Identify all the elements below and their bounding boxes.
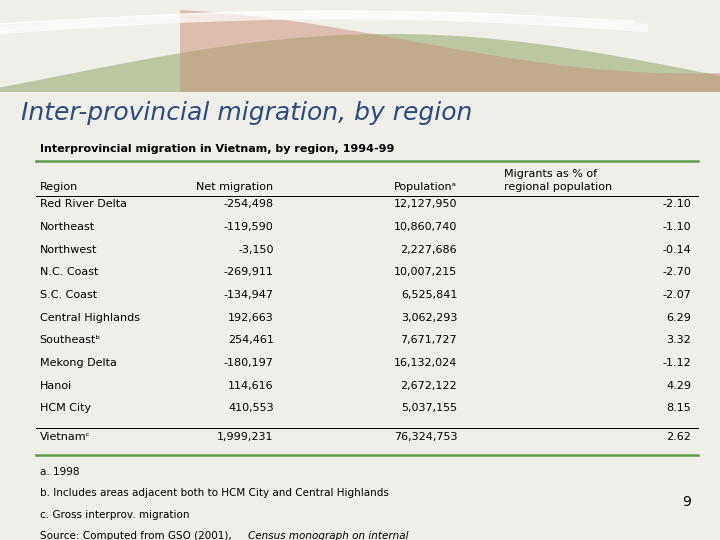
Polygon shape (0, 11, 648, 34)
Text: 7,671,727: 7,671,727 (400, 335, 457, 346)
Text: Migrants as % of: Migrants as % of (504, 169, 597, 179)
Text: -1.12: -1.12 (662, 358, 691, 368)
Text: -180,197: -180,197 (224, 358, 274, 368)
Text: Source: Computed from GSO (2001),: Source: Computed from GSO (2001), (40, 531, 235, 540)
Text: Vietnamᶜ: Vietnamᶜ (40, 432, 90, 442)
Text: Red River Delta: Red River Delta (40, 199, 127, 210)
Text: 5,037,155: 5,037,155 (401, 403, 457, 414)
Text: 2,672,122: 2,672,122 (400, 381, 457, 391)
Text: 3,062,293: 3,062,293 (401, 313, 457, 323)
Text: 6,525,841: 6,525,841 (401, 290, 457, 300)
Text: Central Highlands: Central Highlands (40, 313, 140, 323)
Text: 6.29: 6.29 (666, 313, 691, 323)
Text: 192,663: 192,663 (228, 313, 274, 323)
Text: 76,324,753: 76,324,753 (394, 432, 457, 442)
Text: 2,227,686: 2,227,686 (400, 245, 457, 255)
Text: HCM City: HCM City (40, 403, 91, 414)
Text: 16,132,024: 16,132,024 (394, 358, 457, 368)
Text: c. Gross interprov. migration: c. Gross interprov. migration (40, 510, 189, 519)
Text: 8.15: 8.15 (667, 403, 691, 414)
Text: 114,616: 114,616 (228, 381, 274, 391)
Text: 9: 9 (683, 495, 691, 509)
Text: Inter-provincial migration, by region: Inter-provincial migration, by region (22, 100, 473, 125)
Text: a. 1998: a. 1998 (40, 467, 79, 476)
Text: Mekong Delta: Mekong Delta (40, 358, 117, 368)
Text: 12,127,950: 12,127,950 (394, 199, 457, 210)
Text: 254,461: 254,461 (228, 335, 274, 346)
Text: -119,590: -119,590 (224, 222, 274, 232)
Text: -254,498: -254,498 (223, 199, 274, 210)
Text: -0.14: -0.14 (662, 245, 691, 255)
Text: Hanoi: Hanoi (40, 381, 72, 391)
Text: Northwest: Northwest (40, 245, 97, 255)
Text: 10,860,740: 10,860,740 (394, 222, 457, 232)
Text: Region: Region (40, 183, 78, 192)
Text: 410,553: 410,553 (228, 403, 274, 414)
Text: Southeastᵇ: Southeastᵇ (40, 335, 101, 346)
Text: Populationᵃ: Populationᵃ (395, 183, 457, 192)
Polygon shape (180, 10, 720, 92)
Text: -1.10: -1.10 (662, 222, 691, 232)
Text: -269,911: -269,911 (224, 267, 274, 278)
Text: S.C. Coast: S.C. Coast (40, 290, 96, 300)
Text: Interprovincial migration in Vietnam, by region, 1994-99: Interprovincial migration in Vietnam, by… (40, 144, 394, 154)
Text: Census monograph on internal: Census monograph on internal (248, 531, 409, 540)
Text: 3.32: 3.32 (667, 335, 691, 346)
Text: N.C. Coast: N.C. Coast (40, 267, 98, 278)
Text: -134,947: -134,947 (224, 290, 274, 300)
Text: b. Includes areas adjacent both to HCM City and Central Highlands: b. Includes areas adjacent both to HCM C… (40, 488, 389, 498)
Text: -2.10: -2.10 (662, 199, 691, 210)
Text: -3,150: -3,150 (238, 245, 274, 255)
Polygon shape (0, 34, 720, 96)
Text: 4.29: 4.29 (666, 381, 691, 391)
Text: -2.70: -2.70 (662, 267, 691, 278)
Text: Net migration: Net migration (197, 183, 274, 192)
Text: 1,999,231: 1,999,231 (217, 432, 274, 442)
Text: -2.07: -2.07 (662, 290, 691, 300)
Text: regional population: regional population (504, 183, 612, 192)
Text: 2.62: 2.62 (666, 432, 691, 442)
Text: Northeast: Northeast (40, 222, 95, 232)
Text: 10,007,215: 10,007,215 (394, 267, 457, 278)
